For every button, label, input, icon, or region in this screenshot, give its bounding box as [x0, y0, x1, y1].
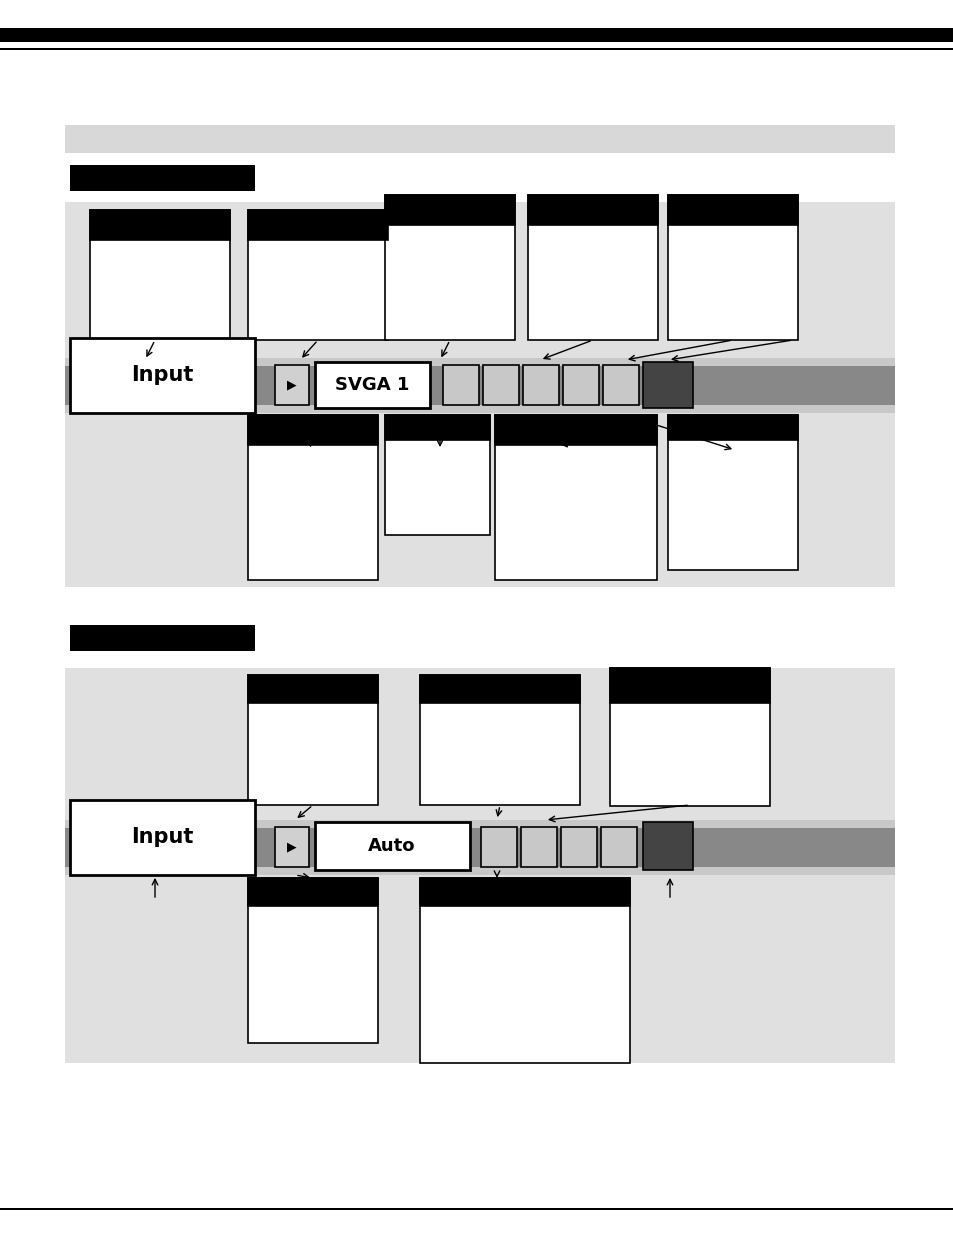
Bar: [248, 415, 377, 580]
Bar: [65, 125, 894, 153]
Bar: [70, 165, 254, 191]
Bar: [65, 827, 894, 867]
Bar: [0, 28, 953, 42]
Bar: [667, 195, 797, 340]
Bar: [248, 415, 377, 445]
Bar: [70, 338, 254, 412]
Bar: [70, 625, 254, 651]
Bar: [602, 366, 639, 405]
Bar: [248, 676, 377, 805]
Bar: [667, 415, 797, 440]
Bar: [385, 195, 515, 225]
Bar: [442, 366, 478, 405]
Bar: [248, 878, 377, 906]
Bar: [522, 366, 558, 405]
Bar: [609, 668, 769, 806]
Text: Auto: Auto: [368, 837, 416, 855]
Bar: [419, 878, 629, 906]
Bar: [248, 210, 388, 340]
Bar: [0, 48, 953, 49]
Bar: [248, 878, 377, 1044]
Bar: [642, 823, 692, 869]
Bar: [419, 676, 579, 703]
Bar: [248, 210, 388, 240]
Bar: [495, 415, 657, 580]
Bar: [520, 827, 557, 867]
Bar: [419, 878, 629, 1063]
Bar: [385, 195, 515, 340]
Bar: [609, 668, 769, 703]
Bar: [667, 195, 797, 225]
Bar: [125, 125, 828, 153]
Bar: [248, 676, 377, 703]
Bar: [385, 415, 490, 440]
Bar: [642, 362, 692, 408]
Bar: [65, 820, 894, 876]
Bar: [495, 415, 657, 445]
Bar: [667, 415, 797, 571]
Bar: [65, 668, 894, 1063]
Bar: [527, 195, 658, 225]
Text: Input: Input: [131, 366, 193, 385]
Bar: [419, 676, 579, 805]
Bar: [70, 800, 254, 876]
Bar: [480, 827, 517, 867]
Bar: [527, 195, 658, 340]
Bar: [65, 358, 894, 412]
Text: Input: Input: [131, 827, 193, 847]
Bar: [274, 827, 309, 867]
Bar: [90, 210, 230, 340]
Bar: [65, 203, 894, 587]
Text: ▶: ▶: [287, 378, 296, 391]
Bar: [560, 827, 597, 867]
Text: SVGA 1: SVGA 1: [335, 375, 409, 394]
Bar: [562, 366, 598, 405]
Bar: [314, 823, 470, 869]
Bar: [90, 210, 230, 240]
Bar: [482, 366, 518, 405]
Bar: [600, 827, 637, 867]
Bar: [65, 366, 894, 405]
Text: ▶: ▶: [287, 841, 296, 853]
Bar: [385, 415, 490, 535]
Bar: [274, 366, 309, 405]
Bar: [0, 1208, 953, 1210]
Bar: [314, 362, 430, 408]
